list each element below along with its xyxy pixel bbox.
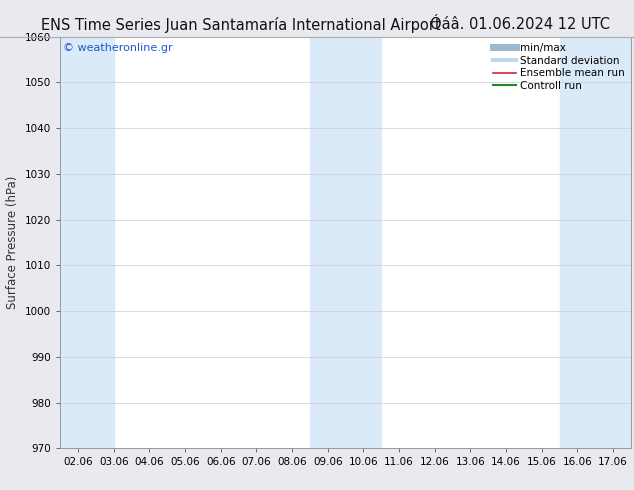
Bar	[559, 37, 631, 448]
Bar	[310, 37, 381, 448]
Y-axis label: Surface Pressure (hPa): Surface Pressure (hPa)	[6, 176, 20, 309]
Legend: min/max, Standard deviation, Ensemble mean run, Controll run: min/max, Standard deviation, Ensemble me…	[489, 39, 629, 95]
Bar	[60, 37, 113, 448]
Text: Óáâ. 01.06.2024 12 UTC: Óáâ. 01.06.2024 12 UTC	[430, 17, 610, 32]
Text: ENS Time Series Juan Santamaría International Airport: ENS Time Series Juan Santamaría Internat…	[41, 17, 441, 33]
Text: © weatheronline.gr: © weatheronline.gr	[63, 43, 172, 53]
